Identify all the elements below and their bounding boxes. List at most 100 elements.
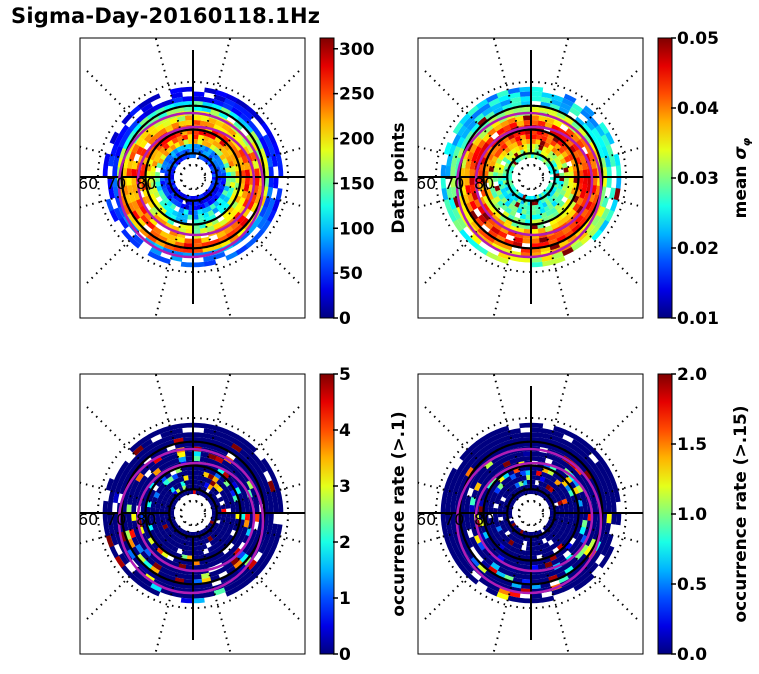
heatmap-cell [451, 543, 462, 556]
heatmap-cell [558, 504, 565, 510]
heatmap-cell [441, 187, 449, 201]
heatmap-cell [164, 124, 174, 132]
latitude-label: 80 [474, 174, 494, 193]
heatmap-cell [473, 145, 482, 156]
heatmap-cell [516, 543, 523, 550]
heatmap-cell [531, 451, 540, 457]
heatmap-cell [244, 573, 257, 585]
heatmap-cell [123, 463, 133, 475]
heatmap-cell [149, 451, 161, 461]
heatmap-cell [595, 124, 606, 137]
heatmap-cell [579, 526, 587, 536]
heatmap-cell [492, 106, 505, 116]
heatmap-cell [521, 139, 527, 145]
heatmap-cell [489, 186, 496, 194]
heatmap-cell [223, 185, 230, 192]
heatmap-cell [464, 512, 470, 522]
heatmap-cell [246, 455, 258, 468]
heatmap-cell [176, 146, 183, 153]
heatmap-cell [497, 566, 508, 575]
heatmap-cell [609, 154, 616, 167]
heatmap-cell [497, 587, 511, 596]
heatmap-cell [446, 523, 453, 536]
heatmap-cell [541, 92, 554, 100]
heatmap-cell [233, 102, 246, 114]
heatmap-cell [584, 119, 596, 132]
heatmap-cell [171, 473, 179, 481]
heatmap-cell [459, 564, 471, 577]
heatmap-cell [187, 550, 193, 556]
heatmap-cell [203, 537, 210, 544]
heatmap-cell [481, 142, 490, 151]
heatmap-cell [572, 203, 581, 212]
heatmap-cell [545, 545, 553, 553]
heatmap-cell [473, 112, 486, 124]
heatmap-cell [122, 203, 132, 216]
heatmap-cell [501, 439, 513, 448]
heatmap-cell [563, 181, 569, 188]
heatmap-cell [462, 561, 474, 574]
heatmap-cell [579, 190, 587, 200]
heatmap-cell [245, 133, 255, 145]
heatmap-cell [184, 115, 194, 121]
heatmap-cell [192, 593, 205, 599]
heatmap-cell [519, 91, 532, 97]
heatmap-cell [244, 505, 251, 514]
heatmap-cell [488, 176, 494, 183]
heatmap-cell [157, 189, 165, 197]
heatmap-cell [571, 241, 584, 252]
heatmap-cell [260, 122, 272, 135]
heatmap-cell [508, 92, 521, 99]
heatmap-cell [605, 131, 615, 145]
heatmap-cell [233, 577, 246, 588]
heatmap-cell [492, 176, 499, 182]
heatmap-cell [470, 458, 481, 470]
heatmap-cell [526, 205, 531, 211]
heatmap-cell [187, 470, 194, 476]
heatmap-cell [126, 548, 137, 560]
heatmap-cell [112, 155, 120, 168]
heatmap-cell [211, 543, 220, 551]
heatmap-cell [600, 470, 611, 483]
heatmap-cell [448, 533, 457, 546]
heatmap-cell [564, 476, 573, 485]
heatmap-cell [456, 460, 468, 473]
heatmap-cell [555, 523, 562, 530]
heatmap-cell [538, 451, 548, 458]
heatmap-cell [510, 96, 522, 104]
heatmap-cell [119, 483, 128, 495]
heatmap-cell [234, 150, 242, 160]
heatmap-cell [131, 479, 140, 490]
heatmap-cell [170, 428, 183, 435]
heatmap-cell [169, 512, 175, 517]
heatmap-cell [596, 136, 606, 149]
heatmap-cell [250, 141, 260, 152]
heatmap-cell [178, 476, 185, 483]
heatmap-cell [549, 207, 558, 215]
heatmap-cell [158, 554, 167, 563]
heatmap-cell [498, 214, 508, 223]
heatmap-cell [241, 491, 249, 500]
heatmap-cell [476, 98, 489, 110]
polar-grid [418, 374, 643, 654]
heatmap-cell [443, 198, 452, 212]
heatmap-cell [146, 233, 158, 243]
heatmap-cell [539, 207, 546, 214]
heatmap-cell [128, 455, 140, 467]
heatmap-cell [139, 116, 150, 127]
heatmap-cell [245, 546, 255, 557]
heatmap-cell [492, 442, 505, 452]
heatmap-cell [576, 139, 585, 149]
heatmap-cell [178, 207, 185, 214]
heatmap-cell [183, 139, 189, 145]
heatmap-cell [209, 133, 217, 141]
heatmap-cell [476, 434, 489, 446]
heatmap-cell [249, 528, 258, 539]
heatmap-cell [478, 148, 486, 157]
heatmap-cell [531, 86, 544, 93]
heatmap-cell [114, 555, 126, 568]
heatmap-cell [571, 102, 584, 114]
heatmap-cell [531, 143, 536, 149]
heatmap-cell [213, 587, 226, 596]
heatmap-cell [557, 238, 570, 248]
